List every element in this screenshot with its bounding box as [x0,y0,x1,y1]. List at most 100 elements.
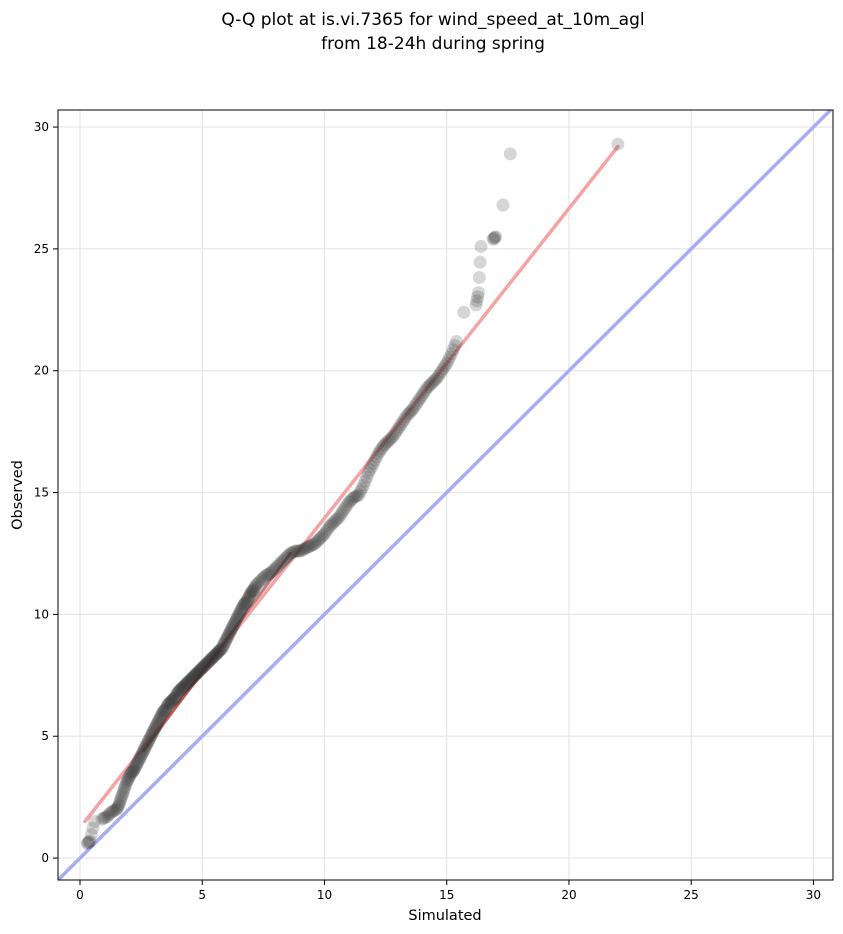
data-point-density [378,438,392,452]
data-point [168,690,182,704]
data-point-density [344,494,358,508]
data-point-density [240,594,254,608]
x-tick-label: 15 [439,888,454,902]
data-point [234,603,248,617]
data-point-density [211,646,225,660]
data-point [474,239,488,253]
data-point-density [311,534,325,548]
data-point-density [220,630,234,644]
data-point-density [234,604,248,618]
data-point-density [316,529,330,543]
data-point [288,544,302,558]
x-tick-label: 10 [317,888,332,902]
data-point [229,612,243,626]
data-point [486,232,500,246]
data-point-density [487,231,501,245]
data-point-density [159,701,173,715]
data-point-density [181,675,195,689]
data-point [381,434,395,448]
y-axis-label: Observed [10,460,26,530]
data-point-density [265,564,279,578]
data-point [117,783,131,797]
data-point [273,556,287,570]
data-point-density [256,572,270,586]
data-point-density [345,492,359,506]
data-point [232,607,246,621]
data-point [496,198,510,212]
data-point-density [353,485,367,499]
data-point-density [143,731,157,745]
dense-fit-overlay [142,551,292,753]
data-point-density [384,431,398,445]
data-point [327,515,341,529]
data-point-density [251,577,265,591]
data-point-density [124,767,138,781]
data-point-density [214,642,228,656]
data-point-density [314,530,328,544]
data-point-density [309,535,323,549]
data-point-density [132,752,146,766]
data-point-density [423,378,437,392]
data-point-density [119,778,133,792]
data-point [195,661,209,675]
data-point-density [363,463,377,477]
data-point-density [319,525,333,539]
data-point-density [218,635,232,649]
data-point-density [275,555,289,569]
data-point-density [321,522,335,536]
data-point-density [224,624,238,638]
data-point [210,646,224,660]
data-point-density [111,799,125,813]
data-point [247,583,261,597]
data-point-density [110,801,124,815]
data-point-density [152,713,166,727]
data-point [127,763,141,777]
data-point-density [370,450,384,464]
y-tick-label: 10 [34,607,49,621]
data-point-density [291,544,305,558]
data-point-density [225,620,239,634]
data-point-density [216,640,230,654]
data-point-density [84,828,98,842]
data-point-density [267,563,281,577]
data-point [122,771,136,785]
y-tick-label: 5 [41,729,49,743]
data-point-density [118,780,132,794]
data-point-density [81,836,95,850]
data-point-density [212,645,226,659]
data-point-density [226,619,240,633]
data-point [154,710,168,724]
data-point [237,598,251,612]
data-point-density [228,616,242,630]
data-point-density [379,436,393,450]
data-point-density [187,669,201,683]
data-point-density [167,692,181,706]
data-point-density [154,708,168,722]
data-point [151,715,165,729]
data-point [144,729,158,743]
data-point-density [340,498,354,512]
data-point-density [368,453,382,467]
data-point [217,637,231,651]
data-point-density [116,785,130,799]
data-point-density [472,270,486,284]
data-point-density [180,676,194,690]
data-point-density [236,599,250,613]
data-point-density [162,697,176,711]
data-point-density [473,255,487,269]
grid-lines [58,110,833,880]
data-point-density [409,398,423,412]
data-point [129,758,143,772]
data-point-density [246,584,260,598]
data-point-density [199,657,213,671]
data-point [366,456,380,470]
data-point-density [436,361,450,375]
data-point-density [140,737,154,751]
data-point [469,298,483,312]
data-point-density [174,682,188,696]
data-point-density [170,687,184,701]
data-point-density [238,596,252,610]
data-point [181,676,195,690]
data-point [396,415,410,429]
